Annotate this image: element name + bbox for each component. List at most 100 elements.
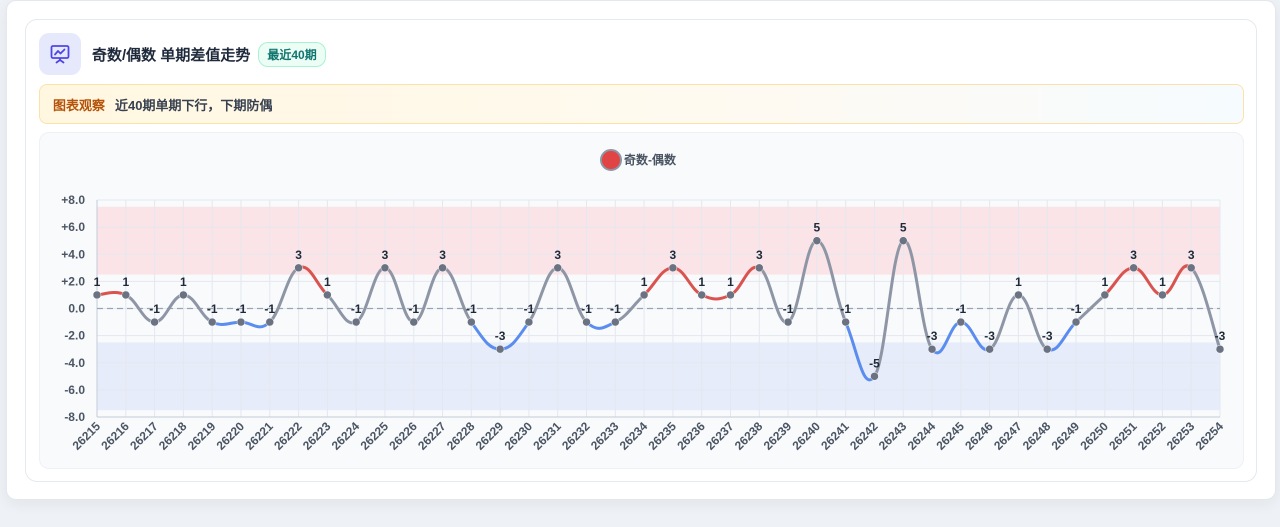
data-label: -5 bbox=[869, 356, 880, 370]
data-label: -1 bbox=[351, 302, 362, 316]
x-tick-label: 26236 bbox=[674, 419, 708, 453]
x-tick-label: 26219 bbox=[185, 419, 219, 453]
data-point bbox=[438, 263, 447, 273]
series-line-segment bbox=[872, 239, 905, 378]
x-tick-label: 26253 bbox=[1164, 419, 1198, 453]
x-tick-label: 26254 bbox=[1193, 419, 1227, 453]
x-tick-label: 26246 bbox=[962, 419, 996, 453]
x-tick-label: 26220 bbox=[214, 419, 248, 453]
data-label: 3 bbox=[670, 248, 677, 262]
data-label: 5 bbox=[900, 221, 907, 235]
data-point bbox=[524, 317, 534, 327]
data-point bbox=[467, 317, 476, 327]
x-tick-label: 26243 bbox=[876, 419, 910, 453]
x-tick-label: 26250 bbox=[1077, 419, 1111, 453]
data-point bbox=[265, 317, 275, 327]
x-tick-label: 26216 bbox=[98, 419, 132, 453]
x-tick-label: 26228 bbox=[444, 419, 478, 453]
observation-label: 图表观察 bbox=[53, 97, 106, 113]
x-tick-label: 26252 bbox=[1135, 419, 1169, 453]
data-label: -3 bbox=[495, 329, 506, 343]
data-label: 1 bbox=[122, 275, 129, 289]
x-tick-label: 26225 bbox=[358, 419, 392, 453]
data-label: 3 bbox=[439, 248, 446, 262]
y-tick-label: +4.0 bbox=[61, 247, 85, 261]
data-point bbox=[668, 263, 678, 273]
data-label: -3 bbox=[1215, 329, 1226, 343]
legend-swatch bbox=[600, 149, 622, 171]
band-0 bbox=[97, 206, 1220, 275]
data-point bbox=[323, 290, 332, 300]
data-point bbox=[956, 317, 966, 327]
data-point bbox=[351, 317, 361, 327]
data-point bbox=[899, 236, 908, 245]
data-label: 1 bbox=[727, 275, 734, 289]
data-point bbox=[870, 372, 879, 381]
x-tick-label: 26222 bbox=[271, 419, 305, 453]
data-point bbox=[1158, 290, 1167, 300]
data-label: -1 bbox=[207, 302, 218, 316]
y-tick-label: +8.0 bbox=[61, 193, 85, 207]
data-label: 1 bbox=[180, 275, 187, 289]
data-point bbox=[1129, 263, 1138, 273]
y-tick-label: +6.0 bbox=[61, 220, 85, 234]
data-label: 5 bbox=[814, 221, 821, 235]
x-tick-label: 26242 bbox=[847, 419, 881, 453]
data-label: -1 bbox=[783, 302, 794, 316]
x-tick-label: 26215 bbox=[70, 419, 104, 453]
data-point bbox=[611, 317, 620, 327]
y-tick-label: -2.0 bbox=[64, 329, 85, 343]
series-line-segment bbox=[786, 239, 819, 324]
data-label: 1 bbox=[698, 275, 705, 289]
data-label: 1 bbox=[1015, 275, 1022, 289]
data-point bbox=[1215, 344, 1225, 354]
data-point bbox=[726, 290, 735, 300]
trend-chart: +8.0 +6.0 +4.0 +2.0 0.0 -2.0 -4.0 -6.0 -8.026215… bbox=[61, 149, 1227, 453]
data-point bbox=[812, 236, 822, 245]
data-point bbox=[697, 290, 706, 300]
data-label: -1 bbox=[466, 302, 477, 316]
data-point bbox=[207, 317, 217, 327]
page-panel: 奇数/偶数 单期差值走势 最近40期 图表观察 近40期单期下行，下期防偶 +8… bbox=[6, 0, 1276, 500]
data-point bbox=[755, 263, 764, 273]
card-header: 奇数/偶数 单期差值走势 最近40期 bbox=[39, 33, 326, 75]
data-label: 1 bbox=[641, 275, 648, 289]
x-tick-label: 26229 bbox=[473, 419, 507, 453]
data-label: -1 bbox=[1071, 302, 1082, 316]
x-tick-label: 26233 bbox=[588, 419, 622, 453]
data-point bbox=[121, 290, 131, 300]
x-tick-label: 26226 bbox=[386, 419, 420, 453]
x-tick-label: 26247 bbox=[991, 419, 1025, 453]
data-point bbox=[1042, 344, 1052, 354]
x-tick-label: 26232 bbox=[559, 419, 593, 453]
data-point bbox=[294, 263, 303, 273]
data-point bbox=[553, 263, 562, 273]
x-tick-label: 26237 bbox=[703, 419, 737, 453]
x-tick-label: 26251 bbox=[1106, 419, 1140, 453]
data-label: -1 bbox=[610, 302, 621, 316]
data-point bbox=[985, 344, 994, 354]
data-label: -1 bbox=[581, 302, 592, 316]
period-badge: 最近40期 bbox=[258, 41, 326, 67]
x-tick-label: 26244 bbox=[905, 419, 939, 453]
data-point bbox=[92, 290, 102, 300]
x-tick-label: 26235 bbox=[646, 419, 680, 453]
x-tick-label: 26224 bbox=[329, 419, 363, 453]
data-point bbox=[409, 317, 418, 327]
data-point bbox=[179, 290, 188, 300]
data-label: 3 bbox=[295, 248, 302, 262]
data-point bbox=[495, 344, 505, 354]
observation-banner: 图表观察 近40期单期下行，下期防偶 bbox=[39, 84, 1244, 124]
data-point bbox=[236, 317, 246, 327]
data-point bbox=[1014, 290, 1023, 300]
data-point bbox=[582, 317, 591, 327]
data-label: -1 bbox=[524, 302, 535, 316]
y-tick-label: -8.0 bbox=[64, 410, 85, 424]
x-tick-label: 26217 bbox=[127, 419, 161, 453]
data-label: -3 bbox=[1042, 329, 1053, 343]
x-tick-label: 26227 bbox=[415, 419, 449, 453]
data-point bbox=[1100, 290, 1110, 300]
data-label: -1 bbox=[956, 302, 967, 316]
data-label: -1 bbox=[149, 302, 160, 316]
x-tick-label: 26249 bbox=[1049, 419, 1083, 453]
